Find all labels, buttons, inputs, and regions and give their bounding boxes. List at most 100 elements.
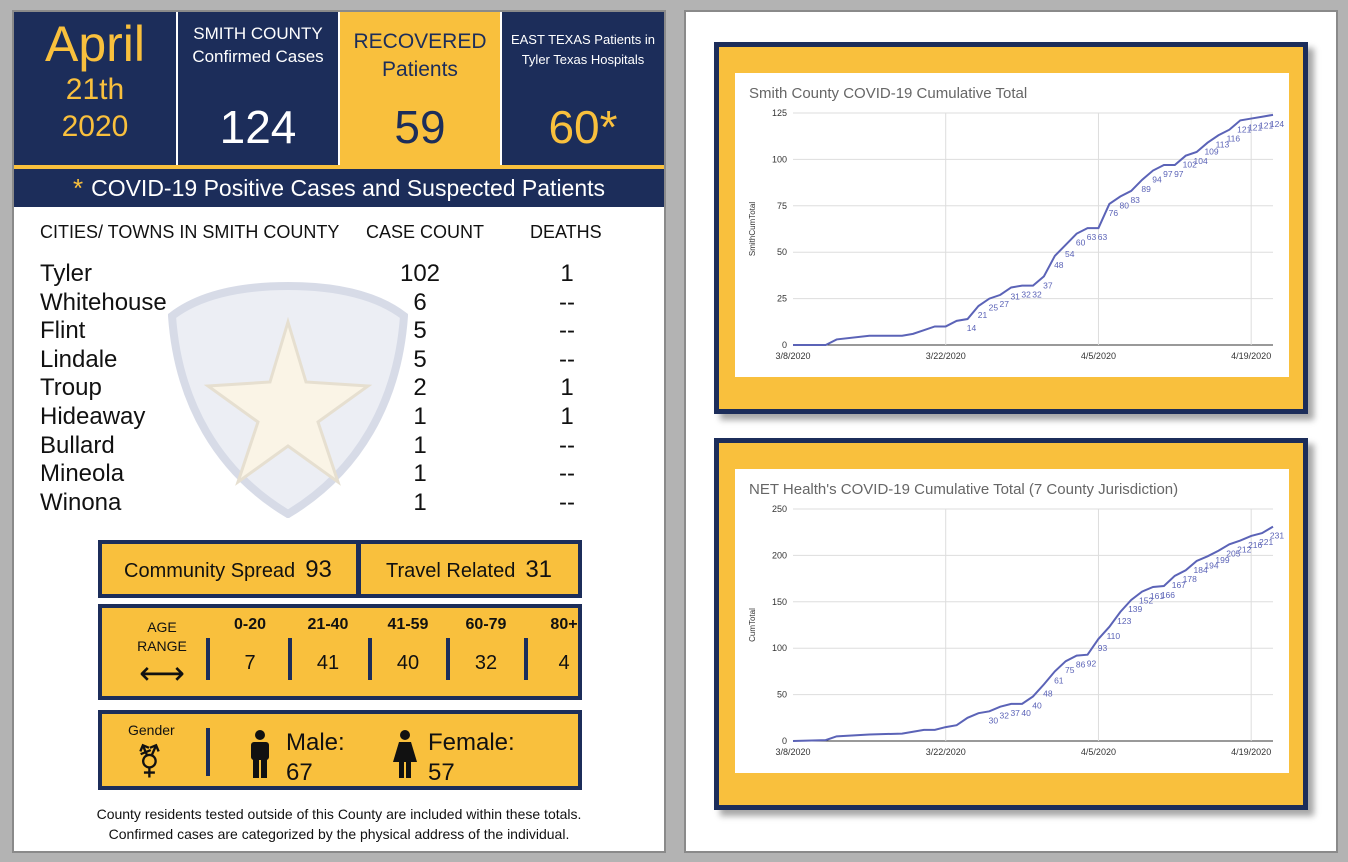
divider — [368, 638, 372, 680]
divider — [206, 728, 210, 776]
data-label: 14 — [967, 323, 977, 333]
data-label: 184 — [1194, 565, 1208, 575]
col-city: CITIES/ TOWNS IN SMITH COUNTY — [40, 222, 340, 242]
city-name: Winona — [40, 488, 122, 516]
y-tick-label: 150 — [772, 597, 787, 607]
footnote: County residents tested outside of this … — [14, 804, 664, 844]
data-label: 113 — [1216, 139, 1230, 149]
hospital-value: 60* — [548, 101, 618, 153]
data-label: 48 — [1054, 260, 1064, 270]
data-label: 194 — [1204, 560, 1218, 570]
death-count: -- — [559, 488, 575, 516]
city-name: Troup — [40, 374, 102, 402]
date-month: April — [44, 16, 146, 72]
female-person-icon — [393, 730, 417, 778]
y-tick-label: 50 — [777, 247, 787, 257]
death-count: 1 — [560, 374, 574, 402]
net-health-chart-card: NET Health's COVID-19 Cumulative Total (… — [735, 469, 1289, 773]
case-count: 102 — [399, 260, 441, 287]
data-label: 30 — [989, 715, 999, 725]
data-label: 97 — [1163, 169, 1173, 179]
data-label: 139 — [1128, 604, 1142, 614]
hospital-box: EAST TEXAS Patients in Tyler Texas Hospi… — [502, 12, 664, 168]
smith-chart-frame: Smith County COVID-19 Cumulative Total 0… — [714, 42, 1308, 414]
date-day: 21th — [65, 73, 125, 106]
age-range-box: AGE RANGE ⟷ 0-20 7 21-40 41 41-59 40 60-79 32 80… — [98, 604, 582, 700]
x-tick-label: 3/8/2020 — [775, 747, 810, 757]
case-count: 5 — [413, 317, 427, 345]
footnote-line1: County residents tested outside of this … — [96, 806, 582, 822]
divider — [14, 165, 664, 169]
age-group-range: 80+ — [550, 616, 578, 633]
age-group-count: 32 — [474, 652, 498, 674]
data-label: 31 — [1010, 291, 1020, 301]
col-deaths: DEATHS — [530, 222, 602, 242]
data-label: 86 — [1076, 660, 1086, 670]
death-count: -- — [559, 317, 575, 345]
city-name: Tyler — [40, 260, 93, 287]
divider — [288, 638, 292, 680]
date-year: 2020 — [61, 110, 129, 143]
table-row: Hideaway 1 1 — [40, 403, 640, 432]
x-tick-label: 3/22/2020 — [926, 351, 966, 361]
data-label: 54 — [1065, 249, 1075, 259]
confirmed-cases-box: SMITH COUNTY Confirmed Cases 124 — [178, 12, 338, 168]
gender-label: Gender — [128, 722, 175, 738]
data-label: 80 — [1120, 201, 1130, 211]
death-count: -- — [559, 460, 575, 488]
y-tick-label: 100 — [772, 643, 787, 653]
chart-title: Smith County COVID-19 Cumulative Total — [749, 85, 1028, 102]
data-label: 121 — [1237, 124, 1251, 134]
divider — [524, 638, 528, 680]
data-label: 32 — [1021, 290, 1031, 300]
case-count: 6 — [413, 288, 427, 316]
death-count: -- — [559, 431, 575, 459]
data-label: 92 — [1087, 659, 1097, 669]
age-group: 80+ 4 — [534, 616, 594, 675]
x-tick-label: 4/19/2020 — [1231, 747, 1271, 757]
data-label: 121 — [1259, 121, 1273, 131]
data-label: 37 — [1043, 280, 1053, 290]
table-row: Winona 1 -- — [40, 489, 640, 518]
age-group-range: 21-40 — [307, 616, 349, 633]
male-label: Male: — [286, 729, 345, 756]
data-label: 109 — [1204, 147, 1218, 157]
data-label: 48 — [1043, 688, 1053, 698]
data-label: 94 — [1152, 175, 1162, 185]
table-row: Tyler 102 1 — [40, 260, 640, 289]
data-label: 61 — [1054, 675, 1064, 685]
recovered-value: 59 — [394, 101, 446, 153]
infographic-panel: April 21th 2020 SMITH COUNTY Confirmed C… — [12, 10, 666, 853]
smith-chart-card: Smith County COVID-19 Cumulative Total 0… — [735, 73, 1289, 377]
case-count: 5 — [413, 345, 427, 373]
x-tick-label: 4/19/2020 — [1231, 351, 1271, 361]
data-label: 75 — [1065, 665, 1075, 675]
data-label: 93 — [1098, 643, 1108, 653]
data-label: 161 — [1150, 591, 1164, 601]
x-tick-label: 4/5/2020 — [1081, 351, 1116, 361]
data-label: 199 — [1215, 555, 1229, 565]
data-label: 60 — [1076, 238, 1086, 248]
data-label: 102 — [1183, 160, 1197, 170]
table-row: Mineola 1 -- — [40, 460, 640, 489]
chart-title: NET Health's COVID-19 Cumulative Total (… — [749, 481, 1179, 498]
table-row: Lindale 5 -- — [40, 346, 640, 375]
male-value: 67 — [286, 759, 313, 786]
data-label: 123 — [1117, 616, 1131, 626]
gender-icon: ⚧ — [136, 743, 163, 779]
gender-box: Gender ⚧ Male: 67 Female: 57 — [98, 710, 582, 790]
data-label: 216 — [1248, 540, 1262, 550]
age-label-line1: AGE — [147, 619, 177, 635]
data-label: 37 — [1010, 708, 1020, 718]
case-count: 1 — [413, 460, 427, 488]
community-spread-value: 93 — [305, 556, 332, 583]
table-row: Whitehouse 6 -- — [40, 289, 640, 318]
travel-related-value: 31 — [525, 556, 553, 583]
x-tick-label: 3/8/2020 — [775, 351, 810, 361]
female-label: Female: — [428, 729, 515, 756]
confirmed-cases-label: SMITH COUNTY Confirmed Cases — [192, 24, 324, 66]
case-count: 1 — [413, 488, 427, 516]
community-spread-label: Community Spread — [124, 560, 296, 582]
age-group: 60-79 32 — [456, 616, 516, 675]
series-line — [793, 113, 1274, 346]
